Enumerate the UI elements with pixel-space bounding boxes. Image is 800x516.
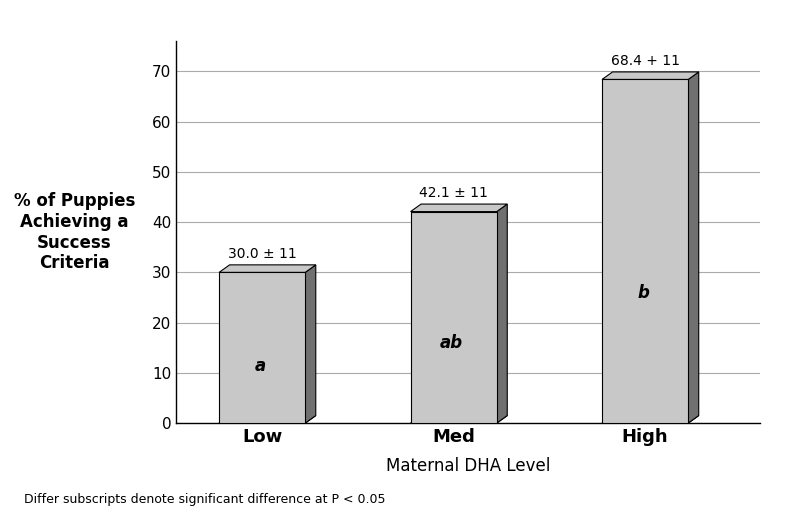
Polygon shape xyxy=(602,72,698,79)
Text: 42.1 ± 11: 42.1 ± 11 xyxy=(419,186,488,200)
Text: 68.4 + 11: 68.4 + 11 xyxy=(610,54,680,68)
Polygon shape xyxy=(410,204,507,212)
Text: a: a xyxy=(254,357,266,375)
Polygon shape xyxy=(219,415,316,423)
Text: ab: ab xyxy=(440,334,463,352)
Polygon shape xyxy=(410,415,507,423)
Polygon shape xyxy=(688,72,698,423)
Polygon shape xyxy=(219,265,316,272)
Y-axis label: % of Puppies
Achieving a
Success
Criteria: % of Puppies Achieving a Success Criteri… xyxy=(14,192,135,272)
Bar xyxy=(410,212,497,423)
Polygon shape xyxy=(497,204,507,423)
Text: b: b xyxy=(638,283,649,301)
X-axis label: Maternal DHA Level: Maternal DHA Level xyxy=(386,457,550,475)
Text: 30.0 ± 11: 30.0 ± 11 xyxy=(228,247,297,261)
Bar xyxy=(219,272,306,423)
Text: Differ subscripts denote significant difference at P < 0.05: Differ subscripts denote significant dif… xyxy=(24,493,386,506)
Bar xyxy=(602,79,688,423)
Polygon shape xyxy=(602,415,698,423)
Polygon shape xyxy=(306,265,316,423)
